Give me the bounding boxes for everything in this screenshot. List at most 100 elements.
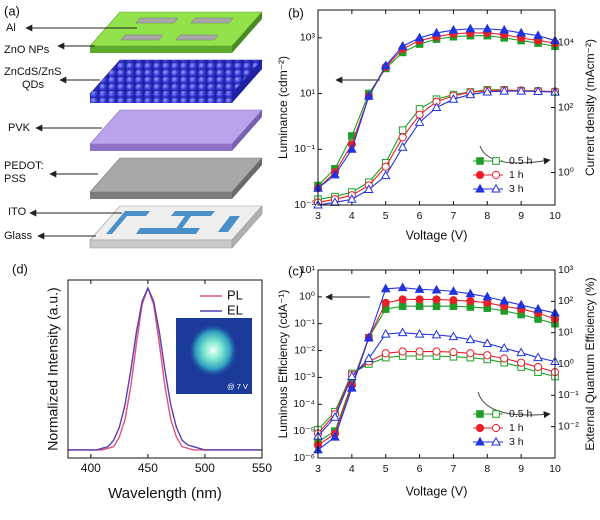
data-point: [516, 85, 526, 95]
data-point: [516, 347, 526, 357]
data-point: [380, 328, 391, 338]
data-point: [330, 169, 340, 179]
qd-front: [90, 94, 232, 103]
data-point: [448, 93, 459, 103]
legend-marker: [492, 157, 500, 165]
data-point: [516, 299, 526, 309]
x-tick-label: 7: [451, 210, 457, 222]
legend-marker: [475, 183, 485, 193]
plot-frame: [317, 269, 556, 459]
data-point: [347, 144, 357, 153]
data-point: [499, 24, 510, 34]
data-point: [517, 358, 526, 367]
zno-front: [90, 46, 232, 53]
data-point: [431, 27, 442, 37]
legend-marker: [475, 423, 485, 433]
legend-marker: [476, 157, 484, 165]
data-point: [466, 296, 475, 306]
y2-tick-label: 10⁰: [558, 166, 574, 178]
legend-label: 3 h: [509, 436, 524, 448]
y-tick-label: 10⁰: [299, 291, 315, 303]
zno-top: [89, 11, 263, 47]
inset-glow: [188, 326, 238, 380]
y-tick-label: 10⁻⁶: [293, 452, 315, 464]
qd-top: [89, 59, 263, 95]
x-tick-label: 9: [518, 463, 524, 475]
layer-label: ZnO NPs: [4, 44, 50, 56]
data-point: [533, 352, 543, 362]
layer-label: PSS: [4, 173, 26, 185]
x-tick-label: 10: [549, 463, 561, 475]
data-point: [482, 23, 493, 33]
data-point: [482, 291, 493, 301]
x-tick-label: 8: [484, 463, 490, 475]
series-line: [68, 286, 262, 451]
data-point: [465, 23, 476, 33]
data-point: [415, 347, 424, 356]
data-point: [431, 329, 442, 339]
data-point: [380, 60, 391, 70]
data-point: [398, 133, 407, 142]
data-point: [414, 284, 425, 293]
data-point: [330, 412, 340, 421]
legend-marker: [475, 170, 485, 180]
y2-tick-label: 10⁰: [558, 358, 574, 370]
ito-stripe: [171, 211, 215, 216]
y2-tick-label: 10⁻²: [558, 420, 579, 432]
data-point: [398, 126, 407, 135]
data-point: [363, 91, 374, 100]
panel-label: (a): [4, 3, 20, 18]
data-point: [448, 286, 459, 295]
data-point: [499, 342, 510, 352]
layer-label: Al: [6, 22, 16, 34]
x-tick-label: 3: [315, 463, 321, 475]
data-point: [432, 295, 441, 304]
data-point: [500, 354, 509, 363]
pvk-side: [232, 110, 262, 151]
data-point: [415, 302, 424, 310]
data-point: [381, 162, 390, 171]
data-point: [363, 353, 374, 362]
legend-label: EL: [227, 302, 243, 317]
plot-frame: [317, 9, 556, 206]
data-point: [414, 117, 425, 126]
y-tick-label: 10⁻¹: [294, 317, 315, 329]
layer-label: ZnCdS/ZnS: [4, 66, 61, 78]
y-axis-label: Normalized Intensity (a.u.): [45, 287, 61, 450]
layer-label: ITO: [8, 206, 27, 218]
y2-tick-label: 10⁻¹: [558, 389, 579, 401]
data-point: [347, 382, 357, 392]
data-point: [516, 27, 526, 37]
legend-label: 3 h: [509, 183, 524, 195]
data-point: [363, 184, 374, 193]
y-tick-label: 10¹: [300, 87, 316, 99]
data-point: [448, 24, 459, 34]
y-tick-label: 10⁻³: [294, 371, 315, 383]
x-tick-label: 9: [518, 210, 524, 222]
data-point: [347, 371, 357, 380]
layer-label: Glass: [4, 230, 33, 242]
y-tick-label: 10⁻³: [294, 199, 315, 211]
x-tick-label: 450: [138, 461, 158, 475]
pedot-front: [90, 192, 232, 199]
y-tick-label: 10⁻⁵: [293, 425, 315, 437]
panel-label: (d): [12, 261, 28, 276]
y-tick-label: 10⁻²: [294, 344, 315, 356]
al-electrode: [190, 17, 234, 24]
legend-label: 1 h: [509, 169, 524, 181]
pvk-top: [89, 109, 263, 145]
data-point: [397, 41, 408, 50]
data-point: [432, 347, 441, 356]
x-axis-label: Voltage (V): [406, 484, 468, 498]
x-tick-label: 6: [417, 463, 423, 475]
data-point: [414, 32, 425, 42]
inset-photo: @ 7 V: [176, 318, 252, 394]
layer-label: PEDOT:: [4, 160, 44, 172]
data-point: [415, 295, 424, 304]
y2-tick-label: 10²: [558, 295, 574, 307]
data-point: [381, 349, 390, 358]
legend-marker: [476, 410, 484, 418]
legend-marker: [491, 436, 501, 446]
legend-label: PL: [227, 287, 243, 302]
data-point: [381, 298, 390, 307]
